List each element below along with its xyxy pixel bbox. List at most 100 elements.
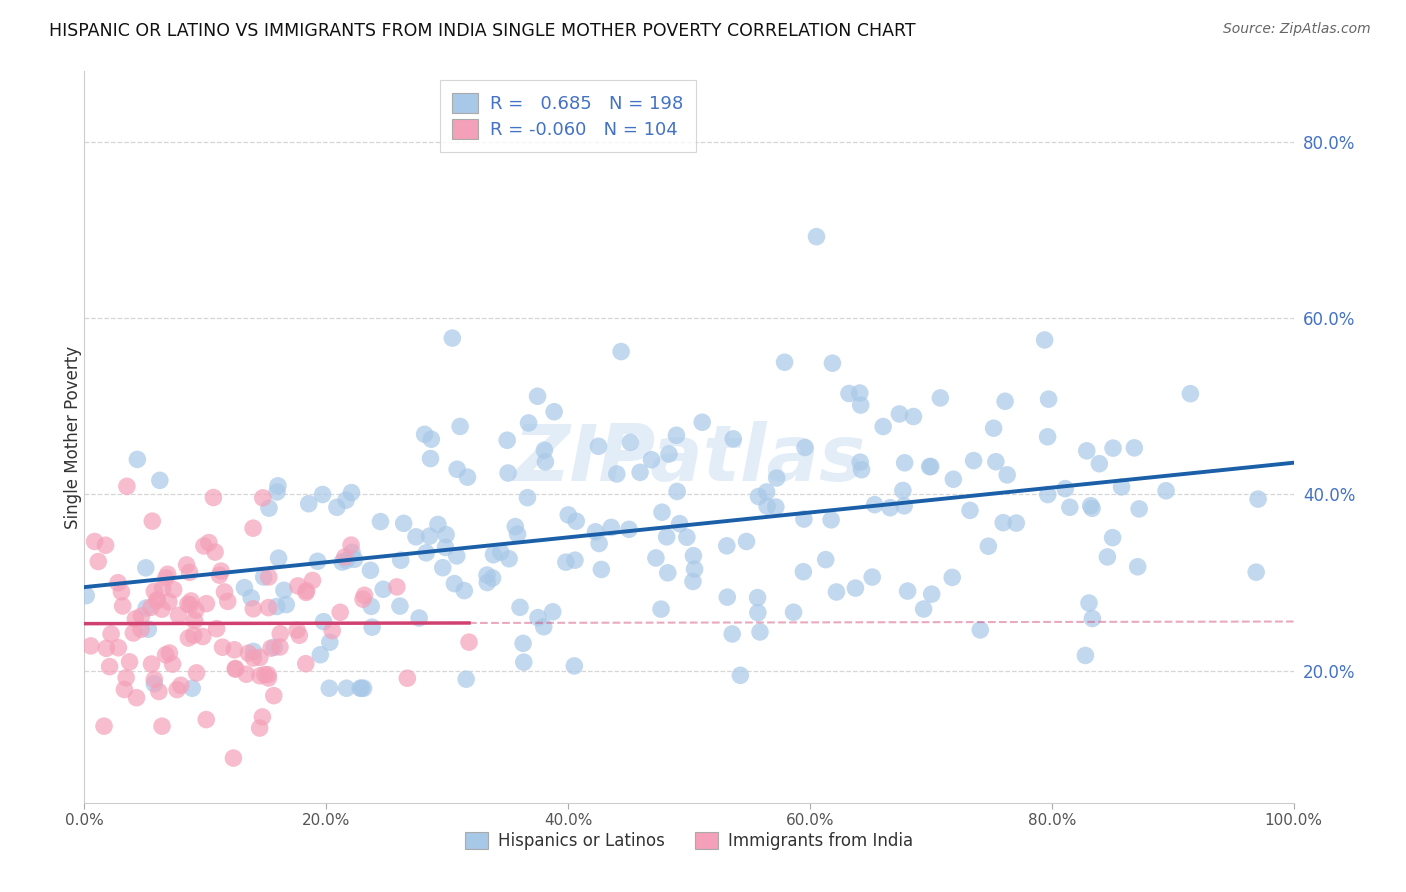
Point [276,598,298,612]
Point [349,681,371,696]
Point [122,626,145,640]
Point [821,356,844,370]
Point [994,394,1017,409]
Point [794,441,817,455]
Point [645,551,668,566]
Point [942,472,965,486]
Point [773,355,796,369]
Point [115,479,138,493]
Point [912,602,935,616]
Point [240,591,263,605]
Point [333,549,356,564]
Point [253,667,276,681]
Point [918,459,941,474]
Point [554,555,576,569]
Point [285,624,308,638]
Point [388,599,411,613]
Point [129,622,152,636]
Point [517,416,540,430]
Point [432,560,454,574]
Point [353,681,375,696]
Point [249,650,271,665]
Point [893,499,915,513]
Point [929,391,952,405]
Point [157,595,180,609]
Point [983,421,1005,435]
Point [658,447,681,461]
Point [838,386,860,401]
Point [453,583,475,598]
Point [477,575,499,590]
Point [127,452,149,467]
Point [668,516,690,531]
Point [177,631,200,645]
Point [1244,565,1267,579]
Point [260,641,283,656]
Point [991,516,1014,530]
Point [193,539,215,553]
Point [96,641,118,656]
Point [124,612,146,626]
Point [849,398,872,412]
Point [1080,499,1102,513]
Point [205,622,228,636]
Point [373,582,395,597]
Point [233,581,256,595]
Point [238,646,260,660]
Point [456,672,478,686]
Point [208,568,231,582]
Point [179,598,201,612]
Point [118,655,141,669]
Point [619,435,641,450]
Point [152,582,174,596]
Point [1102,441,1125,455]
Point [288,628,311,642]
Point [361,620,384,634]
Point [75,589,97,603]
Point [135,561,157,575]
Point [257,600,280,615]
Point [352,592,374,607]
Point [920,459,942,474]
Point [897,584,920,599]
Point [498,551,520,566]
Point [191,630,214,644]
Point [716,539,738,553]
Point [163,582,186,597]
Point [640,452,662,467]
Point [389,553,412,567]
Point [557,508,579,522]
Point [359,563,381,577]
Point [329,605,352,619]
Y-axis label: Single Mother Poverty: Single Mother Poverty [65,345,82,529]
Point [756,499,779,513]
Point [879,500,901,515]
Point [489,545,512,559]
Point [1128,501,1150,516]
Point [962,453,984,467]
Point [195,713,218,727]
Point [242,521,264,535]
Point [396,671,419,685]
Point [814,552,837,566]
Point [682,574,704,589]
Point [242,651,264,665]
Point [257,501,280,516]
Point [893,456,915,470]
Point [353,588,375,602]
Point [820,513,842,527]
Point [434,541,457,555]
Point [851,463,873,477]
Point [87,555,110,569]
Point [690,415,713,429]
Point [321,624,343,638]
Point [257,671,280,685]
Point [1088,457,1111,471]
Point [263,640,285,655]
Point [110,584,132,599]
Point [496,466,519,480]
Point [503,519,526,533]
Point [533,620,555,634]
Point [335,553,357,567]
Point [863,498,886,512]
